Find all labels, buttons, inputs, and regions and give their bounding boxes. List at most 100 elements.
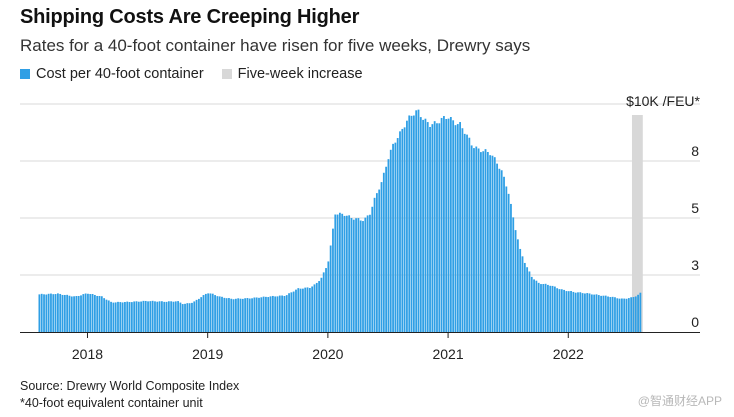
bar bbox=[265, 296, 267, 332]
bar bbox=[172, 301, 175, 332]
bar bbox=[389, 149, 392, 332]
bar bbox=[239, 298, 242, 332]
bar bbox=[225, 298, 228, 332]
legend-label-increase: Five-week increase bbox=[237, 66, 363, 82]
chart-title: Shipping Costs Are Creeping Higher bbox=[20, 6, 360, 28]
bar bbox=[269, 296, 272, 332]
bar bbox=[618, 298, 621, 332]
watermark: @智通财经APP bbox=[637, 394, 722, 408]
bar bbox=[200, 297, 203, 332]
bar bbox=[611, 296, 614, 332]
bar bbox=[551, 285, 554, 332]
bar bbox=[80, 295, 82, 332]
bar bbox=[216, 296, 219, 332]
bar bbox=[68, 295, 71, 332]
bar bbox=[318, 281, 320, 332]
bar bbox=[429, 126, 431, 332]
bar bbox=[144, 300, 147, 332]
bar bbox=[209, 293, 212, 332]
bar bbox=[193, 301, 196, 332]
bar bbox=[595, 294, 598, 332]
legend-item-increase: Five-week increase bbox=[221, 66, 363, 82]
bar bbox=[170, 301, 173, 332]
bar bbox=[565, 291, 568, 332]
bar bbox=[343, 215, 346, 332]
bar bbox=[133, 301, 136, 332]
bar bbox=[281, 295, 284, 332]
bar bbox=[40, 293, 43, 332]
bar bbox=[47, 293, 50, 332]
bar bbox=[544, 283, 547, 332]
bar bbox=[593, 294, 596, 332]
y-axis-ticks: 8 5 3 0 bbox=[691, 143, 699, 330]
bar bbox=[396, 138, 399, 332]
bar bbox=[521, 256, 524, 332]
bar bbox=[126, 301, 129, 332]
x-tick-label: 2020 bbox=[312, 346, 343, 362]
bar bbox=[491, 155, 494, 332]
bar bbox=[45, 294, 48, 332]
bar bbox=[394, 142, 397, 332]
bar bbox=[500, 170, 503, 332]
bar bbox=[57, 293, 59, 332]
bar bbox=[297, 288, 300, 332]
bar bbox=[91, 294, 94, 332]
bar bbox=[373, 197, 376, 332]
bar bbox=[329, 245, 332, 332]
bar bbox=[103, 298, 106, 332]
bar bbox=[228, 298, 230, 332]
bar bbox=[253, 297, 256, 332]
bar bbox=[278, 295, 281, 332]
bar bbox=[345, 215, 348, 332]
bar bbox=[621, 298, 623, 332]
bar bbox=[542, 284, 545, 332]
bar bbox=[498, 168, 501, 332]
bar bbox=[475, 146, 478, 332]
bar bbox=[87, 293, 89, 332]
bar bbox=[484, 149, 487, 332]
bar bbox=[198, 298, 200, 332]
bar bbox=[380, 182, 383, 332]
bar bbox=[177, 301, 179, 332]
bar bbox=[378, 189, 381, 332]
bar bbox=[625, 298, 628, 332]
bar bbox=[207, 293, 210, 332]
bar bbox=[255, 297, 258, 332]
bar bbox=[43, 294, 45, 332]
bar bbox=[369, 214, 371, 332]
bar bbox=[454, 125, 457, 332]
bar bbox=[560, 289, 563, 332]
bar bbox=[607, 296, 609, 332]
bar bbox=[616, 298, 619, 332]
bar bbox=[154, 301, 156, 332]
bar bbox=[540, 284, 542, 332]
x-tick-label: 2019 bbox=[192, 346, 223, 362]
bar bbox=[151, 300, 154, 332]
bar bbox=[267, 297, 270, 332]
bar bbox=[415, 110, 418, 332]
bar bbox=[302, 288, 304, 332]
bar bbox=[556, 288, 559, 332]
bar bbox=[54, 294, 57, 332]
bar bbox=[311, 286, 314, 332]
bar bbox=[221, 296, 223, 332]
bar bbox=[114, 302, 117, 332]
legend-swatch-increase bbox=[221, 69, 232, 79]
bar bbox=[549, 285, 552, 332]
bar bbox=[304, 287, 307, 332]
bar bbox=[574, 292, 577, 332]
bar bbox=[486, 152, 489, 332]
bar bbox=[89, 294, 92, 332]
x-tick-label: 2021 bbox=[432, 346, 463, 362]
bar bbox=[424, 118, 427, 332]
bar bbox=[271, 295, 274, 332]
five-week-increase-band bbox=[631, 115, 643, 332]
bar bbox=[149, 301, 152, 332]
bar bbox=[634, 296, 637, 332]
bar bbox=[320, 277, 323, 332]
bar bbox=[179, 302, 182, 332]
bar bbox=[359, 220, 362, 332]
x-axis-ticks: 2018 2019 2020 2021 2022 bbox=[72, 332, 584, 362]
bar bbox=[260, 297, 263, 332]
bar bbox=[422, 119, 425, 332]
